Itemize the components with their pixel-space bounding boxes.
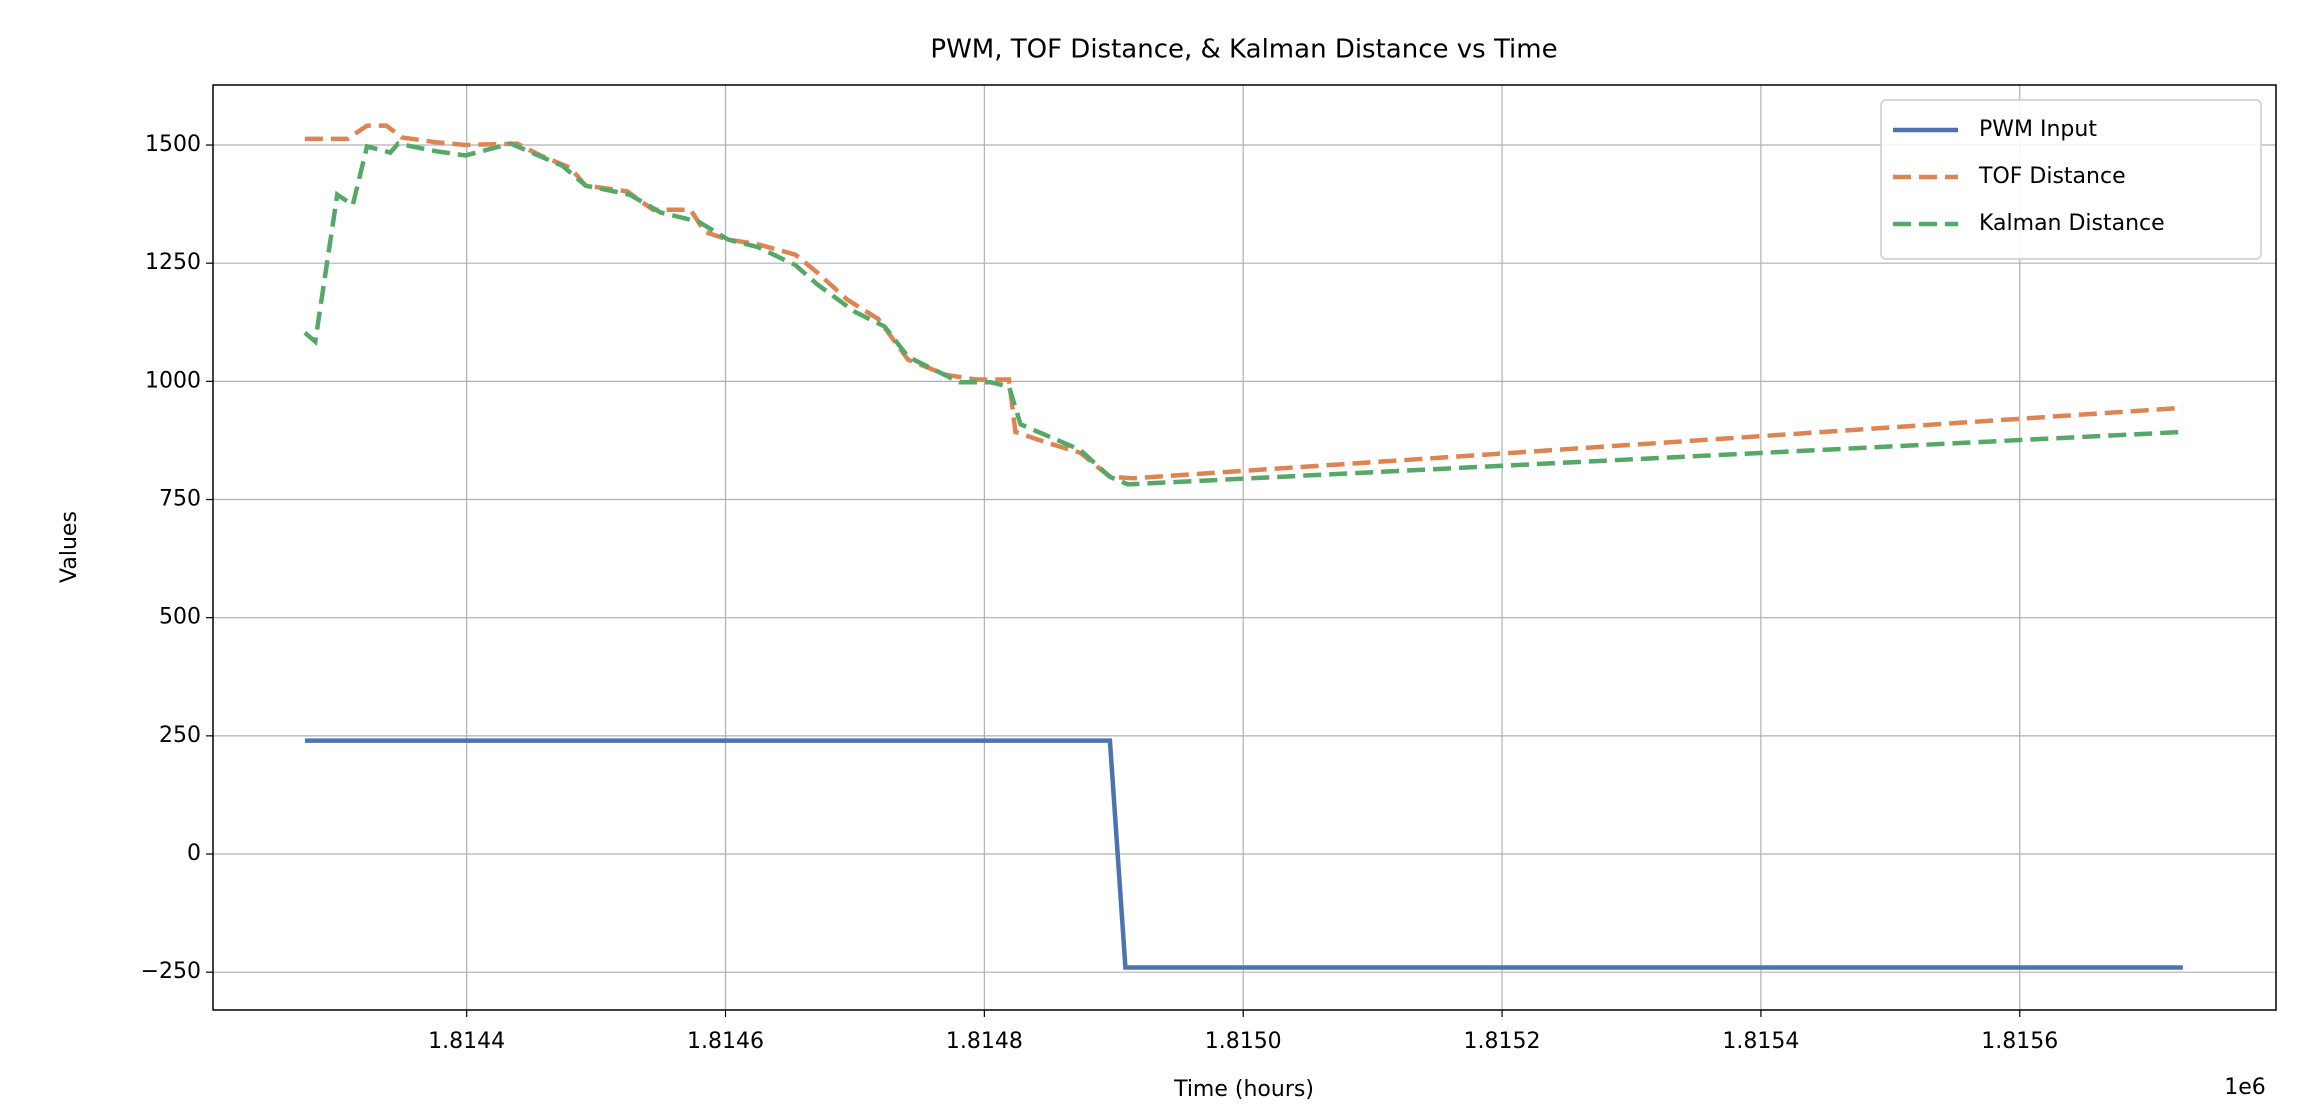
y-tick-label: 500 [159, 605, 201, 630]
x-tick-label: 1.8144 [428, 1029, 505, 1054]
series-line [304, 738, 2183, 970]
legend-label: Kalman Distance [1979, 211, 2165, 236]
legend-label: TOF Distance [1978, 164, 2126, 189]
x-tick-label: 1.8152 [1464, 1029, 1541, 1054]
y-tick-label: −250 [141, 959, 201, 984]
y-axis-label: Values [57, 511, 82, 583]
series-line [303, 141, 2183, 487]
legend-label: PWM Input [1979, 117, 2097, 142]
chart-title: PWM, TOF Distance, & Kalman Distance vs … [930, 35, 1557, 65]
plot-frame [212, 84, 2277, 1011]
y-tick-label: 1250 [145, 250, 201, 275]
y-tick-label: 750 [159, 487, 201, 512]
x-tick-label: 1.8146 [687, 1029, 764, 1054]
x-tick-label: 1.8156 [1981, 1029, 2058, 1054]
x-offset-label: 1e6 [2224, 1075, 2266, 1100]
x-tick-label: 1.8154 [1722, 1029, 1799, 1054]
y-tick-label: 250 [159, 723, 201, 748]
x-axis-label: Time (hours) [1173, 1077, 1314, 1102]
y-tick-label: 1000 [145, 368, 201, 393]
legend-box [1880, 99, 2262, 260]
y-tick-label: 0 [187, 841, 201, 866]
series-line [304, 123, 2183, 481]
x-tick-label: 1.8148 [946, 1029, 1023, 1054]
y-tick-label: 1500 [145, 132, 201, 157]
x-tick-label: 1.8150 [1205, 1029, 1282, 1054]
